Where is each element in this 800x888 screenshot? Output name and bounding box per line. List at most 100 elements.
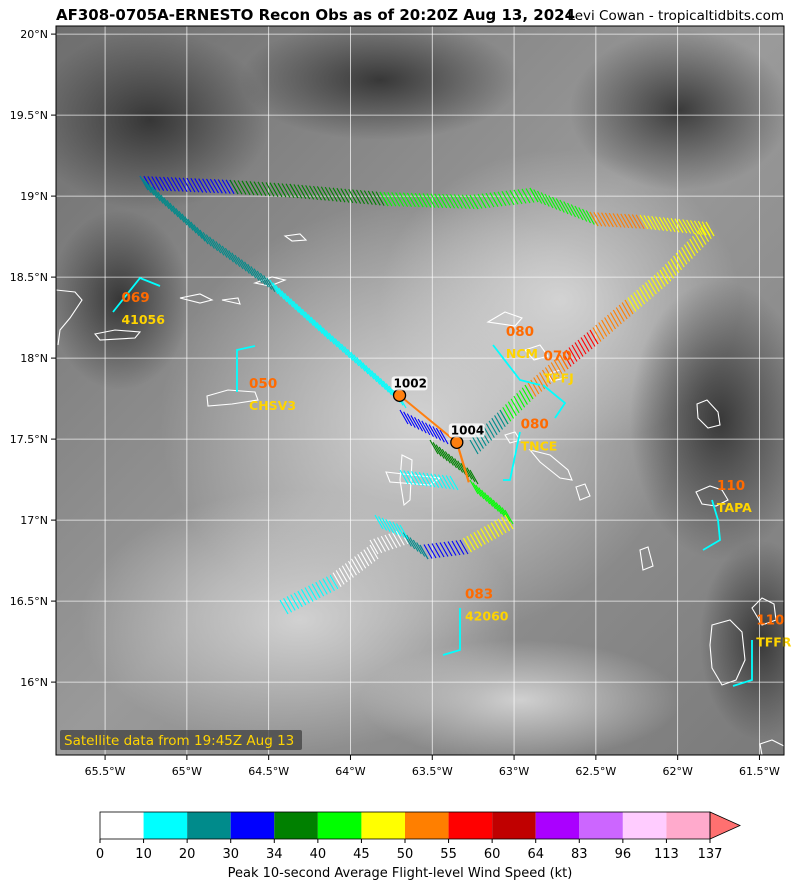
wind-barb [510,398,520,414]
colorbar-tick-label: 34 [266,847,283,862]
wind-barb [403,470,413,485]
wind-barb [674,218,684,233]
wind-barb [446,193,455,209]
wind-barb [416,542,426,557]
wind-barb [290,594,300,609]
wind-barb [182,177,192,193]
wind-barb [399,469,409,485]
wind-barb [597,212,607,227]
wind-barb [406,192,416,208]
lon-tick-label: 62.5°W [575,765,616,778]
wind-barb [469,469,479,485]
wind-barb [145,181,155,196]
wind-barb [675,252,685,268]
wind-barb [459,539,469,555]
wind-barb [331,335,341,351]
wind-barb [384,534,394,550]
wind-barb [263,275,273,290]
wind-barb [360,551,370,567]
wind-barb [301,308,311,324]
wind-barb [430,193,440,208]
wind-barb [363,549,373,564]
wind-barb [477,193,487,209]
wind-barb [213,179,223,194]
colorbar-bin [230,812,275,839]
colorbar-tick-label: 137 [698,847,723,862]
nevis-outline [575,483,591,501]
storm-center-marker [450,435,464,449]
wind-barb [336,187,346,203]
wind-barb [341,565,351,581]
colorbar-bin [492,812,536,839]
wind-barb [337,340,347,356]
wind-barb [633,292,643,307]
colorbar-bin [535,812,580,839]
wind-barb [285,183,295,199]
wind-barb [589,211,599,227]
wind-barb [494,520,504,536]
colorbar: 0 10 20 30 34 40 45 50 55 60 64 83 96 113 137 [96,811,741,862]
wind-barb [616,213,626,228]
wind-barb [249,181,259,196]
wind-barb [582,208,591,224]
station-wind-value: 050 [249,376,277,392]
wind-barb [536,374,546,390]
wind-barb [297,184,307,199]
wind-barb [320,186,330,202]
wind-barb [423,544,433,559]
wind-barb [295,303,305,319]
wind-barb [438,446,448,462]
wind-barb [373,538,383,554]
wind-barb [237,180,247,195]
wind-barb [328,332,338,348]
wind-barb [653,274,663,290]
wind-barb [686,219,696,235]
wind-barb [374,372,384,388]
wind-barb [387,191,397,207]
station-id-label: CHSV3 [249,398,296,413]
culebra-vieques-outline [93,329,142,341]
wind-barb [609,312,619,327]
wind-barb [406,534,416,550]
wind-barb [344,346,354,361]
colorbar-tick-label: 55 [440,847,457,862]
wind-barb [290,298,300,313]
dominica-outline [759,739,784,755]
wind-barb [552,196,561,212]
wind-barb [228,250,238,265]
lat-tick-label: 19°N [20,190,48,203]
colorbar-tick-label: 0 [96,847,104,862]
wind-barb [447,541,457,556]
wind-barb [607,314,616,330]
wind-barb [307,314,317,329]
colorbar-tick-label: 20 [179,847,196,862]
wind-barb [225,179,235,195]
wind-barb [501,516,511,532]
wind-barb [325,576,335,592]
wind-barb [449,194,459,209]
wind-barb [310,316,320,332]
wind-barb [478,487,488,502]
wind-barb [380,535,390,551]
wind-barb [542,369,551,385]
wind-barb [656,272,666,287]
station-wind-value: 069 [121,290,149,306]
puerto-rico-outline [56,289,83,346]
wind-barb [689,238,699,254]
wind-barb [469,479,479,495]
storm-center-marker [392,388,407,403]
wind-barb [410,415,420,430]
wind-barb [499,409,509,425]
wind-barb [178,210,188,226]
wind-barb [379,191,389,207]
wind-barb [367,190,377,206]
wind-barb [245,180,255,196]
wind-barb [311,583,321,599]
wind-barb [434,473,444,489]
wind-barb [344,563,354,578]
wind-barb [382,380,392,396]
wind-barb [348,188,358,204]
wind-barb [371,191,381,206]
wind-barb [422,472,432,488]
wind-barb [583,334,593,350]
